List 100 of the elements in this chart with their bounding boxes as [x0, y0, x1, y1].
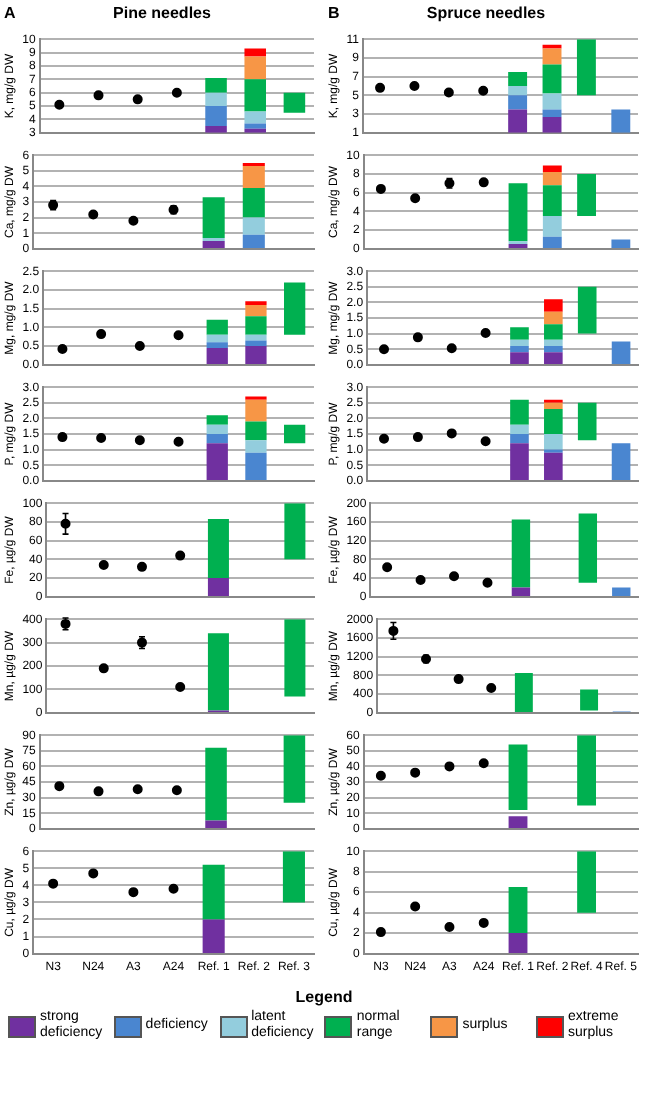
point — [48, 878, 59, 889]
bar — [542, 172, 562, 186]
bar — [282, 851, 305, 903]
bar — [511, 587, 531, 597]
point — [168, 883, 179, 894]
point — [88, 209, 99, 220]
point — [444, 761, 455, 772]
point — [453, 674, 464, 685]
bar — [508, 71, 528, 86]
bar — [245, 304, 267, 317]
bar — [577, 735, 597, 806]
bar — [611, 239, 631, 249]
bar — [544, 409, 563, 434]
bar — [242, 166, 265, 188]
bar — [202, 919, 225, 953]
bar — [544, 352, 563, 365]
bar — [508, 933, 528, 953]
bar — [284, 503, 306, 560]
bar — [283, 735, 306, 803]
bar — [576, 39, 596, 96]
bar — [544, 346, 563, 353]
chart-title: Pine needles — [113, 4, 211, 22]
bar — [206, 434, 228, 444]
bar — [284, 282, 306, 335]
bar — [542, 93, 562, 110]
bar — [510, 352, 529, 365]
bar — [245, 334, 267, 341]
bar — [544, 339, 563, 347]
bar — [544, 434, 563, 450]
point — [136, 561, 147, 572]
text: B — [328, 4, 340, 22]
bar — [205, 106, 227, 127]
bar — [511, 519, 531, 588]
point — [480, 327, 491, 338]
point — [410, 901, 421, 912]
bar — [202, 197, 225, 238]
bar — [245, 346, 267, 365]
bar — [612, 587, 631, 597]
bar — [544, 311, 563, 325]
bar — [245, 316, 267, 335]
bar — [611, 443, 631, 481]
point — [379, 344, 390, 355]
bar — [283, 92, 306, 113]
bar — [508, 816, 528, 829]
point — [128, 215, 139, 226]
bar — [544, 299, 563, 312]
bar — [544, 402, 563, 410]
bar — [205, 820, 227, 829]
bar — [206, 415, 228, 425]
bar — [207, 578, 229, 597]
bar — [510, 339, 529, 347]
bar — [207, 633, 229, 711]
point — [444, 921, 455, 932]
bar — [510, 424, 529, 434]
bar — [510, 346, 529, 353]
point — [88, 868, 99, 879]
bar — [206, 342, 228, 348]
bar — [242, 234, 265, 249]
point — [478, 758, 489, 769]
point — [134, 341, 145, 352]
point — [128, 887, 139, 898]
point — [449, 571, 460, 582]
point — [375, 770, 386, 781]
point — [482, 577, 493, 588]
bar — [242, 217, 265, 235]
point — [410, 767, 421, 778]
bar — [205, 92, 227, 107]
bar — [245, 399, 267, 422]
bar — [206, 443, 228, 481]
bar — [508, 887, 528, 934]
point — [446, 343, 457, 354]
bar — [508, 86, 528, 96]
bar — [542, 216, 562, 237]
bar — [542, 64, 562, 94]
bar — [245, 452, 267, 481]
point — [57, 344, 68, 355]
bar — [244, 111, 267, 124]
point — [96, 329, 107, 340]
bar — [245, 340, 267, 347]
bar — [284, 424, 306, 444]
bar — [514, 673, 533, 713]
bar — [578, 513, 598, 583]
bar — [577, 286, 597, 334]
bar — [205, 77, 227, 93]
bar — [542, 165, 562, 173]
bar — [205, 126, 227, 133]
bar — [510, 443, 529, 481]
bar — [206, 334, 228, 343]
point — [410, 193, 421, 204]
chart-title: Spruce needles — [426, 4, 546, 22]
bar — [244, 79, 267, 112]
point — [175, 550, 186, 561]
bar — [242, 187, 265, 218]
point — [412, 332, 423, 343]
point — [478, 177, 489, 188]
bar — [510, 327, 529, 340]
bar — [244, 48, 267, 57]
bar — [577, 851, 597, 913]
point — [173, 330, 184, 341]
bar — [202, 241, 225, 249]
